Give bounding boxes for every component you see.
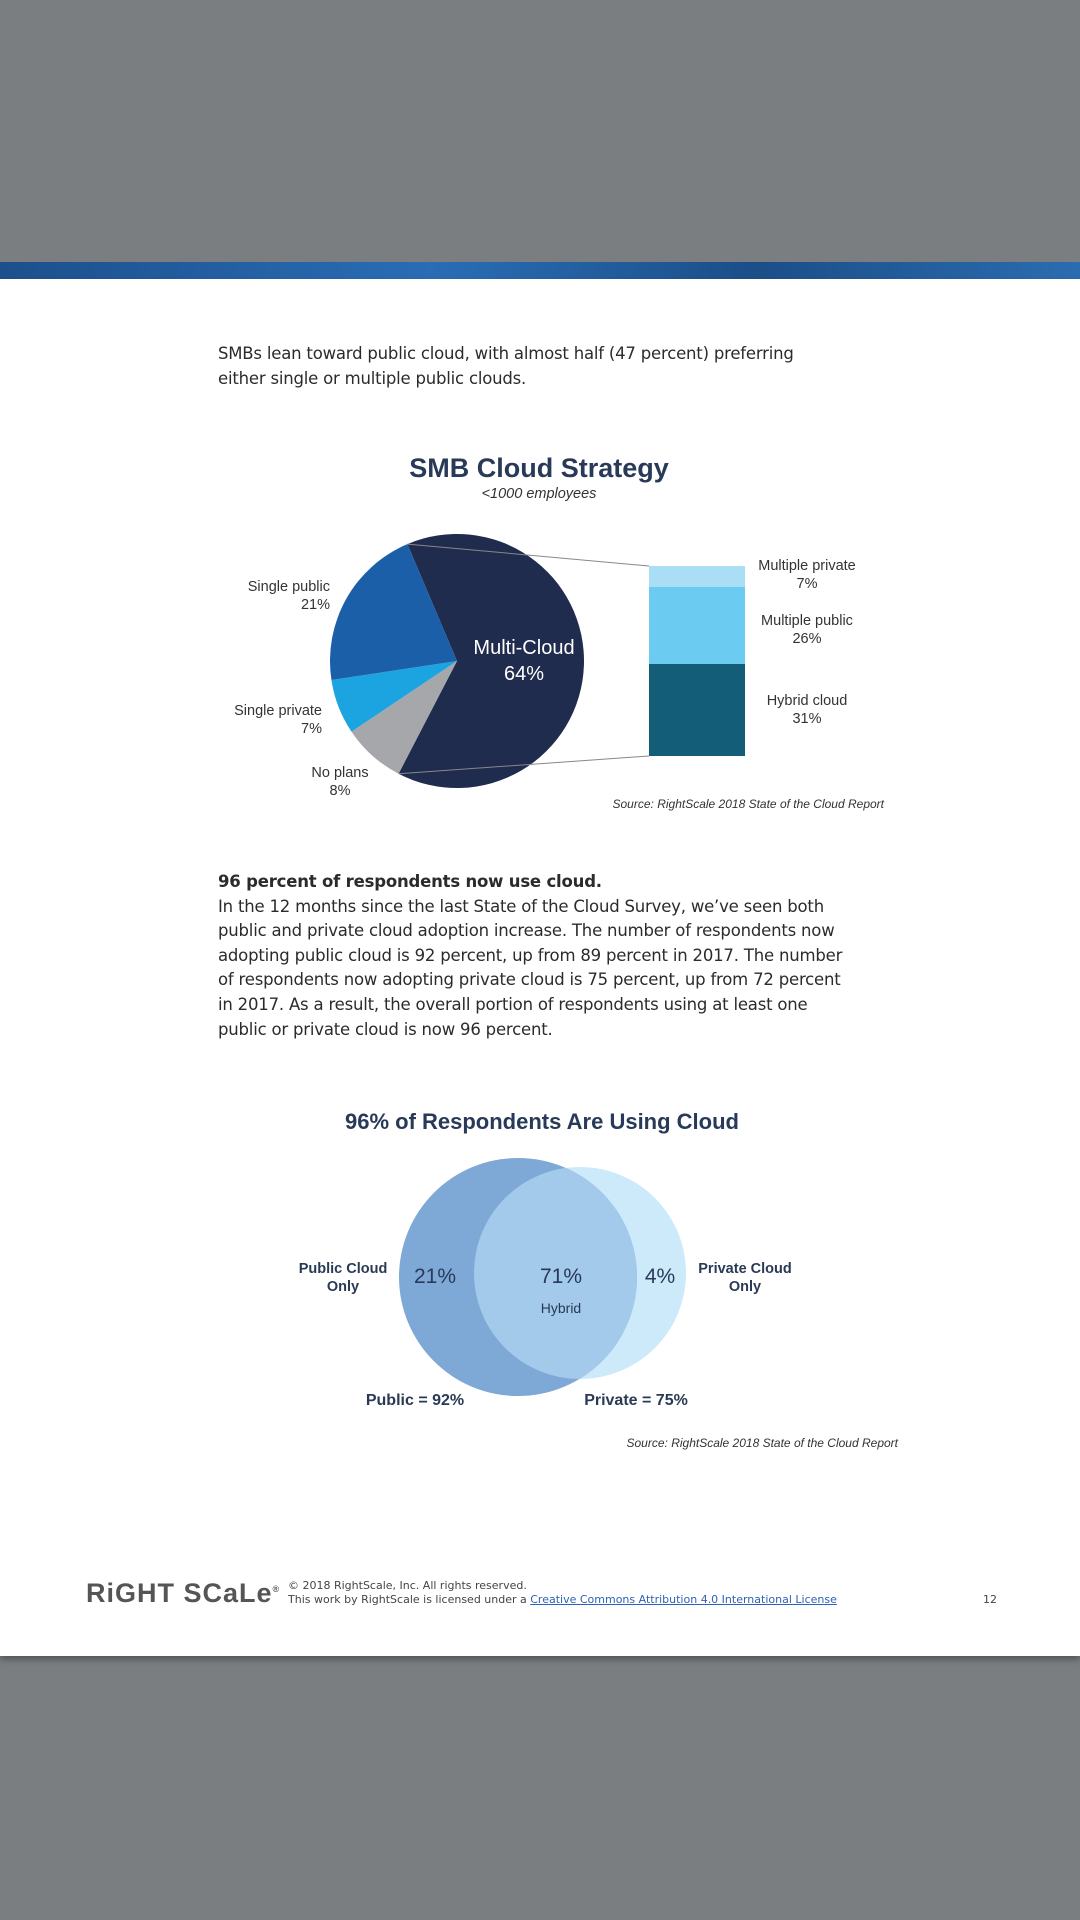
document-page: [0, 279, 1080, 1656]
region-label-private-only: Private Cloud Only: [698, 1261, 792, 1295]
venn-overlap-hybrid: [474, 1167, 637, 1379]
set-label-private: Private = 75%: [584, 1392, 688, 1409]
section-line: In the 12 months since the last State of…: [218, 896, 824, 916]
slice-label-no-plans: No plans 8%: [311, 765, 369, 799]
bar-segment-hybrid-cloud: [649, 663, 745, 756]
pie-slice-no-plans: [351, 661, 457, 774]
bar-segment-multiple-private: [649, 566, 745, 587]
section-line: public and private cloud adoption increa…: [218, 921, 835, 941]
region-value-hybrid: 71%: [539, 1265, 583, 1288]
slice-label-multi-cloud: Multi-Cloud 64%: [473, 637, 575, 685]
section-line: of respondents now adopting private clou…: [218, 970, 841, 990]
section-line: public or private cloud is now 96 percen…: [218, 1019, 553, 1039]
intro-paragraph: SMBs lean toward public cloud, with almo…: [218, 342, 794, 391]
page-number: 12: [983, 1593, 997, 1606]
pie-slice-single-private: [331, 661, 457, 732]
chart-subtitle: <1000 employees: [481, 486, 597, 502]
intro-line: either single or multiple public clouds.: [218, 368, 527, 388]
connector-line: [398, 755, 650, 775]
region-label-public-only: Public Cloud Only: [298, 1261, 388, 1295]
connector-line: [407, 543, 650, 567]
section-line: in 2017. As a result, the overall portio…: [218, 994, 808, 1014]
set-label-public: Public = 92%: [365, 1392, 465, 1409]
chart-title: SMB Cloud Strategy: [409, 453, 669, 483]
chart-source: Source: RightScale 2018 State of the Clo…: [612, 797, 885, 811]
slice-label-single-public: Single public 21%: [247, 579, 330, 613]
segment-label-hybrid-cloud: Hybrid cloud 31%: [766, 693, 848, 727]
bar-segment-multiple-public: [649, 586, 745, 664]
section-heading: 96 percent of respondents now use cloud.: [218, 872, 602, 891]
pie-slice-multi-cloud: [398, 534, 584, 789]
intro-line: SMBs lean toward public cloud, with almo…: [218, 344, 794, 363]
venn-source: Source: RightScale 2018 State of the Clo…: [626, 1436, 899, 1450]
slice-label-single-private: Single private 7%: [234, 703, 322, 737]
license-text: This work by RightScale is licensed unde…: [288, 1593, 531, 1606]
segment-label-multiple-private: Multiple private 7%: [758, 558, 856, 592]
region-value-public-only: 21%: [413, 1265, 457, 1288]
region-label-hybrid: Hybrid: [540, 1300, 582, 1316]
region-value-private-only: 4%: [644, 1265, 676, 1288]
segment-label-multiple-public: Multiple public 26%: [761, 613, 853, 647]
pie-slice-single-public: [330, 544, 457, 680]
header-band: [0, 262, 1080, 279]
section: 96 percent of respondents now use cloud.…: [218, 870, 842, 1042]
license-link[interactable]: Creative Commons Attribution 4.0 Interna…: [530, 1593, 837, 1606]
venn-title: 96% of Respondents Are Using Cloud: [344, 1109, 739, 1134]
footer-text: © 2018 RightScale, Inc. All rights reser…: [288, 1579, 837, 1607]
copyright: © 2018 RightScale, Inc. All rights reser…: [288, 1579, 527, 1592]
rightscale-logo: RiGHT SCaLe®: [86, 1578, 281, 1608]
section-line: adopting public cloud is 92 percent, up …: [218, 945, 843, 965]
